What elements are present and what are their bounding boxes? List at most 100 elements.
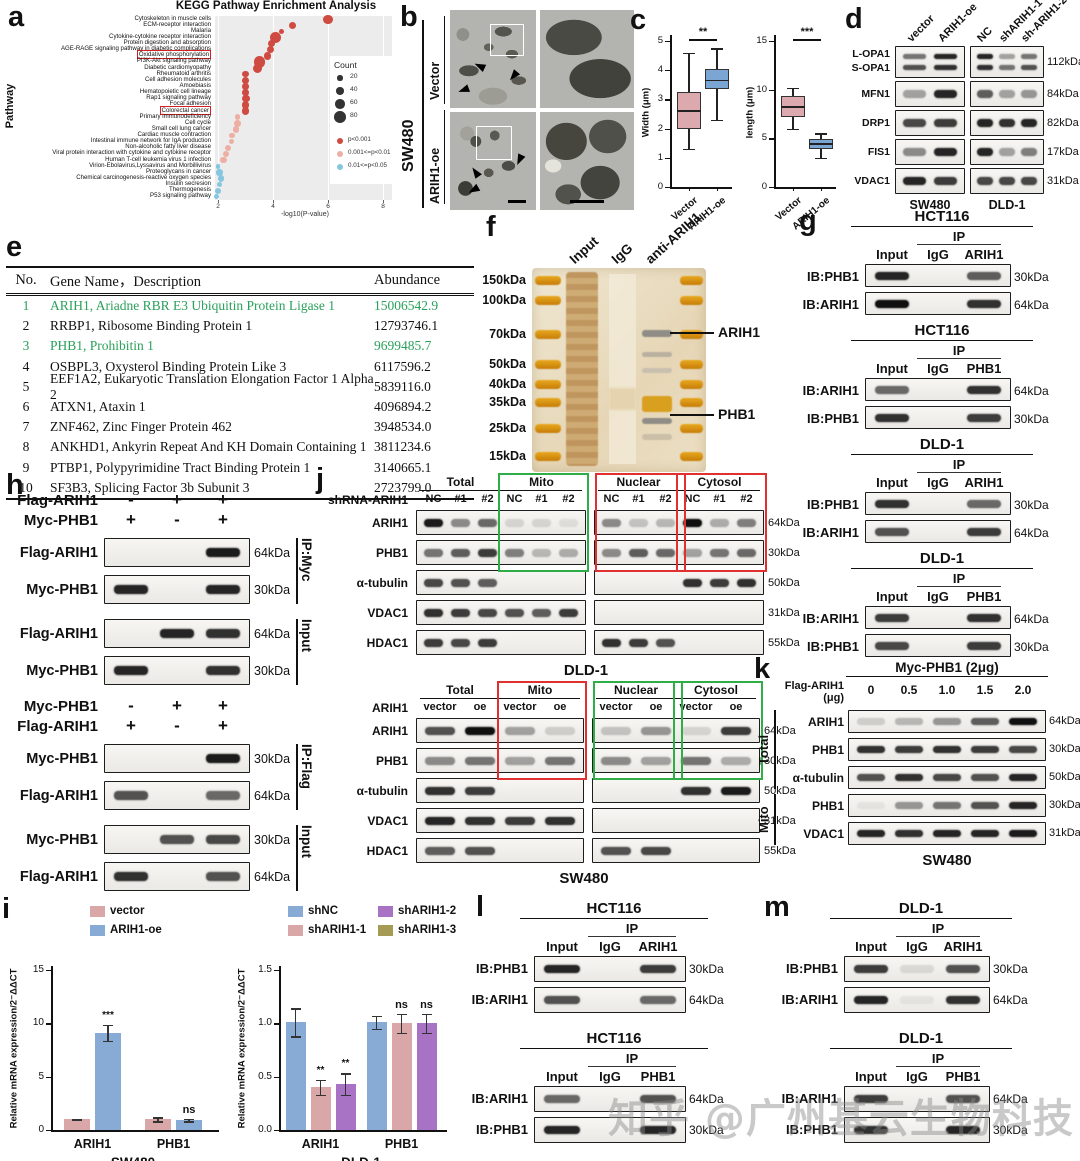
x-axis-title: -log10(P-value) (281, 211, 329, 218)
blot-lane (676, 719, 716, 742)
protein-band (736, 578, 757, 587)
panel-a: a 2 4 6 8 Cytoskeleton in muscle cells ECM-re… (0, 0, 402, 238)
sig-label: ** (341, 1058, 350, 1070)
blot-lane (848, 957, 894, 981)
protein-band (970, 746, 1000, 753)
blot-lane (940, 1118, 986, 1142)
median-line (705, 79, 729, 82)
input-lane-smear (566, 272, 598, 466)
em-image-arih1oe-overview (450, 112, 536, 210)
protein-band (558, 518, 579, 527)
table-row: 4 OSBPL3, Oxysterol Binding Protein Like … (6, 357, 474, 377)
marker-label: 25kDa (489, 421, 526, 435)
fraction-group-sw480: Total Mito Nuclear Cytosol vector oe vector oe v… (320, 681, 810, 890)
lane-label: ARIH1 (964, 247, 1004, 262)
table-cell: ATXN1, Ataxin 1 (50, 399, 146, 415)
blot-strip (895, 168, 965, 194)
pathway-label: Human T-cell leukemia virus 1 infection (105, 155, 211, 163)
blot-strip (104, 781, 250, 810)
legend-label: vector (110, 905, 145, 917)
protein-label: MFN1 (861, 88, 890, 100)
blot-lane (996, 111, 1018, 135)
dose-value: 1.5 (976, 683, 994, 697)
blot-lane (1018, 82, 1040, 106)
data-point (241, 101, 250, 109)
gel-lane-label: Input (566, 233, 602, 267)
condition-symbol: - (128, 696, 134, 715)
protein-band (894, 802, 924, 809)
protein-band (628, 518, 649, 527)
barchart-sw480: Relative mRNA expression/2⁻ΔΔCT 0 5 10 15 ***… (2, 898, 226, 1161)
ib-label: IB:ARIH1 (802, 611, 859, 626)
blot-lane (899, 111, 930, 135)
lane-label: #2 (481, 493, 494, 505)
blot-lane (634, 957, 682, 981)
table-cell: 10 (19, 479, 33, 495)
fraction-group-header: Nuclear (598, 476, 679, 491)
anti-arih1-band (642, 418, 672, 424)
legend-label: shARIH1-3 (398, 924, 457, 936)
blot-lane (200, 620, 246, 647)
blot-lane (474, 571, 501, 594)
scale-bar (508, 200, 526, 203)
blot-lane (996, 47, 1018, 77)
marker-band (535, 276, 561, 285)
blot-strip (592, 748, 760, 773)
protein-band (976, 119, 994, 127)
legend-size-label: 40 (350, 86, 358, 93)
blot-lane (961, 493, 1007, 514)
y-tick (665, 187, 670, 189)
protein-band (628, 638, 649, 647)
pathway-label: Diabetic cardiomyopathy (144, 63, 211, 71)
marker-label: 150kDa (482, 273, 526, 287)
blot-lane (1018, 169, 1040, 193)
lane-label: Input (855, 1069, 887, 1084)
blot-strip (970, 81, 1044, 107)
table-cell: 2723799.0 (374, 479, 432, 495)
protein-band (976, 65, 994, 71)
ib-label: IB:ARIH1 (781, 992, 838, 1007)
anti-arih1-band (642, 368, 672, 373)
error-bar (319, 1079, 322, 1095)
scale-bar (570, 200, 604, 203)
blot-lane (1018, 47, 1040, 77)
blot-lane (1004, 795, 1042, 816)
ib-label: IB:ARIH1 (802, 297, 859, 312)
pathway-label: Rap1 signaling pathway (146, 94, 211, 102)
blot-lane (852, 711, 890, 732)
y-tick-label: 2 (657, 122, 663, 134)
kda-label: 55kDa (764, 845, 796, 857)
x-tick-label: 4 (271, 203, 275, 210)
blot-lane (598, 601, 625, 624)
cell-line-title: HCT116 (851, 208, 1033, 227)
flag-myc-coip-blots: Flag-ARIH1- + + Myc-PHB1 + - + Flag-ARIH1 64kDa M… (2, 476, 316, 896)
table-row: 10 SF3B3, Splicing Factor 3b Subunit 3 272… (6, 478, 474, 498)
y-axis (51, 966, 53, 1130)
ip-label: IP (588, 921, 676, 937)
ib-label: IB:PHB1 (806, 269, 859, 284)
blot-lane (928, 739, 966, 760)
blot-strip (104, 862, 250, 891)
table-cell: 6117596.2 (374, 358, 431, 374)
protein-band (545, 816, 575, 825)
blot-lane (540, 749, 580, 772)
data-point (229, 139, 235, 145)
protein-label: PHB1 (375, 754, 408, 768)
y-tick-label: 4 (657, 64, 663, 76)
blot-strip (416, 630, 586, 655)
blot-strip (594, 540, 764, 565)
protein-band (934, 119, 957, 127)
protein-band (874, 499, 910, 508)
blot-strip (594, 510, 764, 535)
blot-strip (844, 1117, 990, 1143)
protein-band (681, 786, 711, 795)
condition-symbol: + (218, 490, 228, 509)
protein-band (450, 608, 471, 617)
protein-band (425, 756, 455, 765)
blot-lane (500, 749, 540, 772)
blot-lane (596, 809, 636, 832)
arrowhead-icon (506, 69, 521, 83)
panel-a-label: a (8, 1, 25, 33)
silver-stain-gel-panel: Input IgG anti-ARIH1 150kDa 100kDa 70kDa 50kDa… (480, 209, 760, 480)
y-tick (274, 1076, 279, 1079)
